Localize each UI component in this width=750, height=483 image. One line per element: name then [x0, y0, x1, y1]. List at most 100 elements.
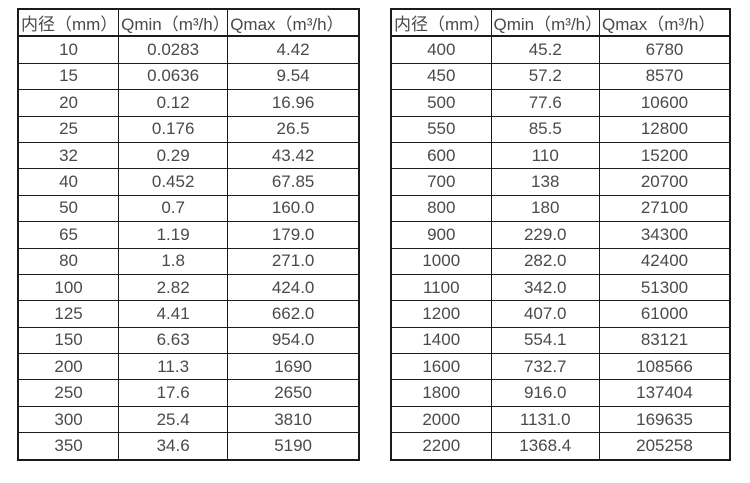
qmax-cell: 26.5	[227, 115, 360, 143]
table-row: 250 17.6 2650	[17, 379, 360, 407]
qmax-cell: 12800	[598, 115, 731, 143]
qmin-cell: 85.5	[490, 115, 600, 143]
qmin-cell: 0.0283	[118, 35, 229, 64]
table-row: 500 77.6 10600	[390, 89, 731, 117]
qmin-cell: 732.7	[490, 353, 600, 381]
table-row: 1800 916.0 137404	[390, 379, 731, 407]
table-row: 900 229.0 34300	[390, 221, 731, 249]
inner-diameter-cell: 1400	[390, 326, 492, 355]
header-inner-diameter: 内径（mm）	[390, 8, 492, 38]
qmin-cell: 0.7	[118, 194, 229, 223]
inner-diameter-cell: 800	[390, 194, 492, 223]
inner-diameter-cell: 900	[390, 221, 492, 249]
qmin-cell: 110	[490, 141, 600, 170]
header-qmin: Qmin（m³/h）	[490, 8, 600, 38]
qmax-cell: 51300	[598, 273, 731, 302]
inner-diameter-cell: 1000	[390, 247, 492, 275]
table-row: 50 0.7 160.0	[17, 194, 360, 223]
qmin-cell: 1.19	[118, 221, 229, 249]
qmax-cell: 160.0	[227, 194, 360, 223]
qmax-cell: 169635	[598, 405, 731, 434]
inner-diameter-cell: 350	[17, 432, 120, 461]
inner-diameter-cell: 1800	[390, 379, 492, 407]
qmax-cell: 2650	[227, 379, 360, 407]
qmax-cell: 43.42	[227, 141, 360, 170]
qmin-cell: 45.2	[490, 35, 600, 64]
qmin-cell: 34.6	[118, 432, 229, 461]
table-row: 65 1.19 179.0	[17, 221, 360, 249]
table-row: 700 138 20700	[390, 168, 731, 196]
qmin-cell: 57.2	[490, 62, 600, 91]
inner-diameter-cell: 25	[17, 115, 120, 143]
qmin-cell: 0.176	[118, 115, 229, 143]
table-row: 600 110 15200	[390, 141, 731, 170]
qmax-cell: 15200	[598, 141, 731, 170]
qmin-cell: 0.12	[118, 89, 229, 117]
inner-diameter-cell: 200	[17, 353, 120, 381]
qmin-cell: 4.41	[118, 300, 229, 328]
qmax-cell: 16.96	[227, 89, 360, 117]
qmin-cell: 0.29	[118, 141, 229, 170]
header-qmax: Qmax（m³/h）	[598, 8, 731, 38]
qmin-cell: 6.63	[118, 326, 229, 355]
table-row: 32 0.29 43.42	[17, 141, 360, 170]
qmax-cell: 34300	[598, 221, 731, 249]
inner-diameter-cell: 2200	[390, 432, 492, 461]
qmax-cell: 5190	[227, 432, 360, 461]
tables-layout: 内径（mm） Qmin（m³/h） Qmax（m³/h） 10 0.0283 4.4…	[17, 8, 731, 461]
table-row: 300 25.4 3810	[17, 405, 360, 434]
qmax-cell: 83121	[598, 326, 731, 355]
inner-diameter-cell: 700	[390, 168, 492, 196]
inner-diameter-cell: 80	[17, 247, 120, 275]
flow-table-small-body: 10 0.0283 4.42 15 0.0636 9.54 20 0.12 16.96 25 0.1…	[17, 35, 360, 461]
header-qmin: Qmin（m³/h）	[118, 8, 229, 38]
table-row: 1400 554.1 83121	[390, 326, 731, 355]
inner-diameter-cell: 2000	[390, 405, 492, 434]
inner-diameter-cell: 20	[17, 89, 120, 117]
qmin-cell: 25.4	[118, 405, 229, 434]
qmax-cell: 3810	[227, 405, 360, 434]
qmin-cell: 554.1	[490, 326, 600, 355]
inner-diameter-cell: 600	[390, 141, 492, 170]
inner-diameter-cell: 1600	[390, 353, 492, 381]
table-row: 10 0.0283 4.42	[17, 35, 360, 64]
header-row: 内径（mm） Qmin（m³/h） Qmax（m³/h）	[17, 8, 360, 38]
table-row: 125 4.41 662.0	[17, 300, 360, 328]
inner-diameter-cell: 450	[390, 62, 492, 91]
table-row: 80 1.8 271.0	[17, 247, 360, 275]
qmin-cell: 77.6	[490, 89, 600, 117]
qmin-cell: 138	[490, 168, 600, 196]
inner-diameter-cell: 32	[17, 141, 120, 170]
qmax-cell: 179.0	[227, 221, 360, 249]
flow-table-small-diameters: 内径（mm） Qmin（m³/h） Qmax（m³/h） 10 0.0283 4.4…	[17, 8, 360, 461]
qmax-cell: 4.42	[227, 35, 360, 64]
qmin-cell: 0.0636	[118, 62, 229, 91]
table-row: 1200 407.0 61000	[390, 300, 731, 328]
table-row: 100 2.82 424.0	[17, 273, 360, 302]
table-row: 550 85.5 12800	[390, 115, 731, 143]
table-row: 200 11.3 1690	[17, 353, 360, 381]
inner-diameter-cell: 1200	[390, 300, 492, 328]
table-row: 2000 1131.0 169635	[390, 405, 731, 434]
table-row: 2200 1368.4 205258	[390, 432, 731, 461]
header-qmax: Qmax（m³/h）	[227, 8, 360, 38]
inner-diameter-cell: 500	[390, 89, 492, 117]
flow-table-large-diameters: 内径（mm） Qmin（m³/h） Qmax（m³/h） 400 45.2 6780…	[390, 8, 731, 461]
qmax-cell: 662.0	[227, 300, 360, 328]
table-row: 15 0.0636 9.54	[17, 62, 360, 91]
inner-diameter-cell: 10	[17, 35, 120, 64]
qmax-cell: 8570	[598, 62, 731, 91]
inner-diameter-cell: 150	[17, 326, 120, 355]
qmin-cell: 1131.0	[490, 405, 600, 434]
table-row: 1600 732.7 108566	[390, 353, 731, 381]
qmax-cell: 424.0	[227, 273, 360, 302]
inner-diameter-cell: 250	[17, 379, 120, 407]
inner-diameter-cell: 550	[390, 115, 492, 143]
table-row: 450 57.2 8570	[390, 62, 731, 91]
qmax-cell: 67.85	[227, 168, 360, 196]
table-row: 800 180 27100	[390, 194, 731, 223]
qmin-cell: 916.0	[490, 379, 600, 407]
qmax-cell: 954.0	[227, 326, 360, 355]
table-row: 350 34.6 5190	[17, 432, 360, 461]
